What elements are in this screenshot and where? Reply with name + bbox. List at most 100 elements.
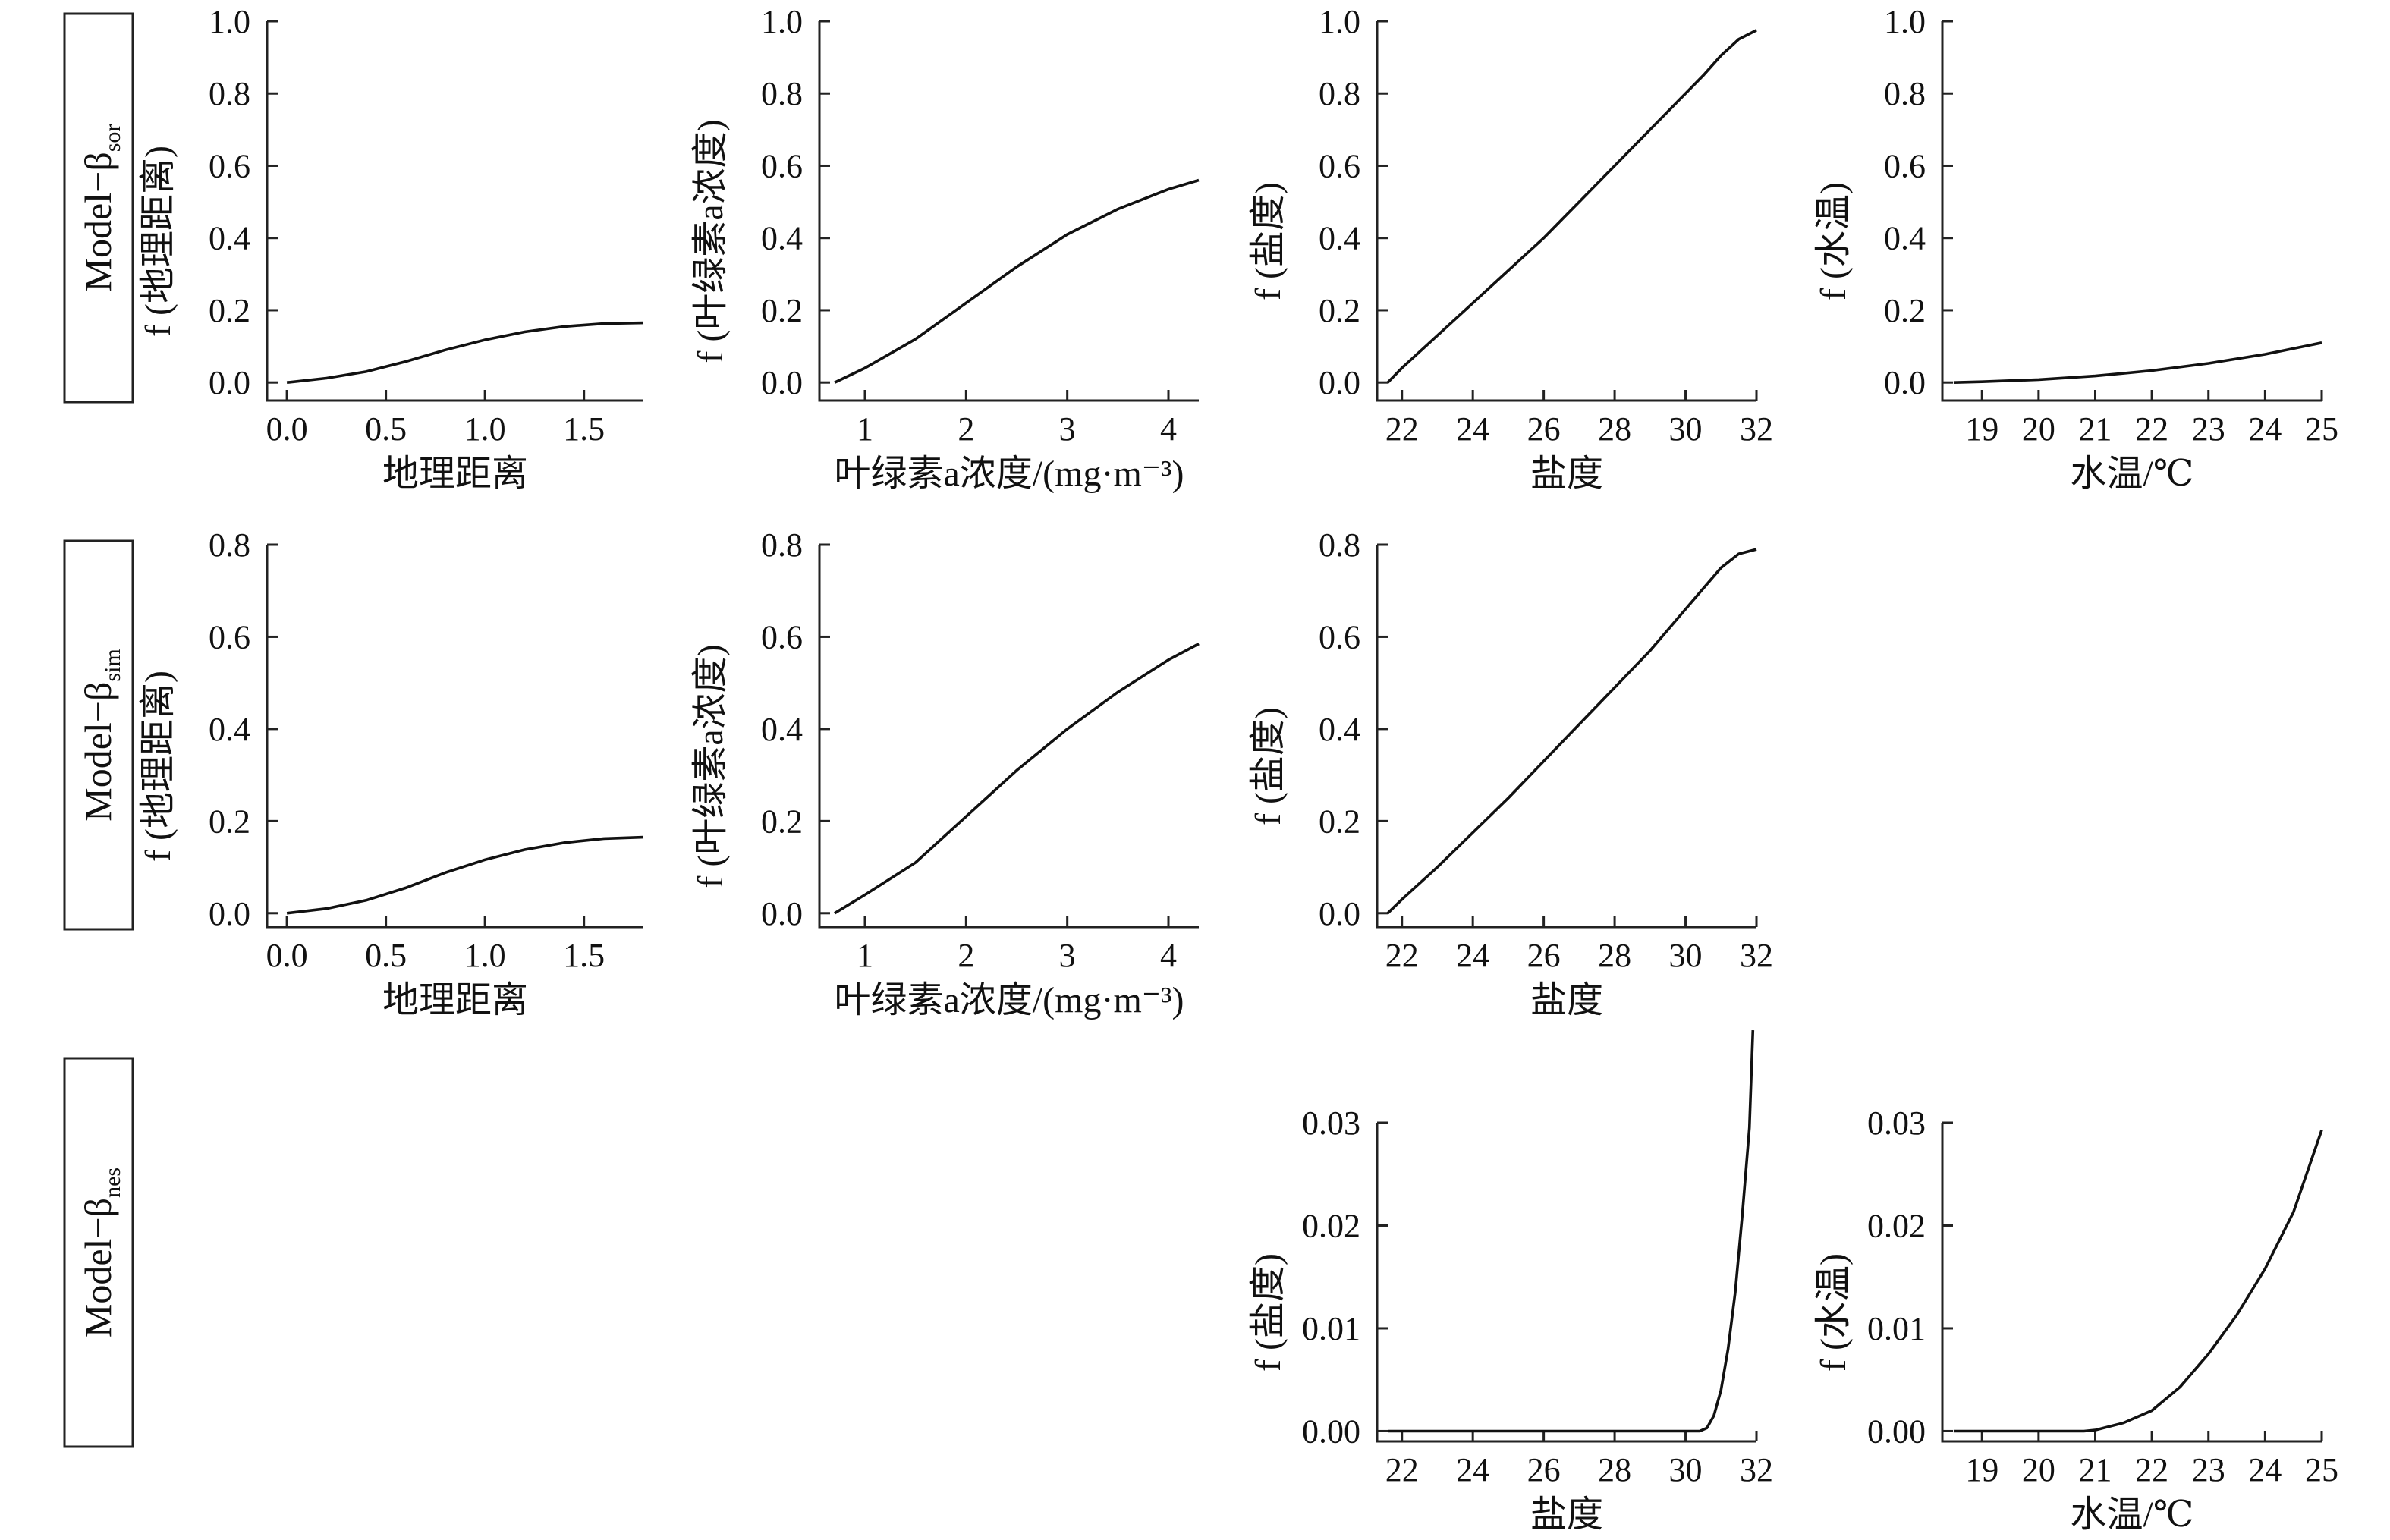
axis-lines (1376, 1123, 1756, 1443)
x-tick-label: 3 (1059, 937, 1076, 974)
y-tick-label: 0.6 (761, 147, 803, 184)
chart-panel: 22 24 26 28 30 32 0.0 0.2 0.4 0.6 0.8 1.0 盐度 f (盐度) (1248, 3, 1773, 494)
y-tick-label: 0.00 (1302, 1413, 1360, 1450)
y-tick-label: 0.8 (209, 526, 250, 564)
y-tick-label: 0.4 (209, 711, 250, 748)
y-axis-label: f (水温) (1813, 1253, 1854, 1372)
x-tick-label: 24 (1456, 1451, 1489, 1488)
y-tick-label: 0.4 (1884, 220, 1926, 257)
row-label-text: Model−βsim (77, 649, 125, 822)
y-tick-label: 0.2 (209, 292, 250, 329)
series-line (834, 178, 1200, 384)
x-tick-label: 22 (2135, 410, 2168, 448)
y-tick-label: 0.8 (761, 526, 803, 564)
y-tick-label: 0.02 (1867, 1207, 1926, 1244)
y-tick-label: 0.6 (761, 618, 803, 655)
row-label-box (63, 12, 134, 404)
y-tick-label: 0.2 (761, 292, 803, 329)
x-tick-label: 23 (2192, 410, 2225, 448)
x-tick-label: 1.5 (563, 410, 605, 448)
x-tick-label: 22 (1385, 937, 1419, 974)
x-tick-label: 28 (1598, 410, 1631, 448)
chart-panel: 0.0 0.5 1.0 1.5 0.0 0.2 0.4 0.6 0.8 1.0 地理距离 f (地理距… (138, 3, 644, 494)
x-tick-label: 24 (1456, 410, 1489, 448)
y-tick-label: 0.8 (1319, 75, 1360, 112)
x-axis-label: 叶绿素a浓度/(mg·m⁻³) (835, 454, 1184, 494)
axis-lines (1376, 21, 1756, 402)
y-tick-label: 0.2 (1884, 292, 1926, 329)
x-axis-label: 盐度 (1530, 454, 1603, 494)
x-tick-label: 0.0 (266, 937, 308, 974)
chart-panel: 22 24 26 28 30 32 0.0 0.2 0.4 0.6 0.8 盐度 f (盐度) (1248, 526, 1773, 1020)
x-axis-label: 地理距离 (382, 980, 528, 1020)
x-tick-label: 32 (1740, 1451, 1773, 1488)
y-tick-label: 0.4 (1319, 220, 1360, 257)
series-line (1953, 1129, 2323, 1433)
y-axis-label: f (叶绿素a浓度) (690, 644, 731, 888)
x-tick-label: 19 (1965, 1451, 1998, 1488)
x-tick-label: 4 (1160, 410, 1177, 448)
series-line (1386, 29, 1757, 384)
x-tick-label: 0.0 (266, 410, 308, 448)
axis-lines (1941, 1123, 2322, 1443)
x-tick-label: 0.5 (365, 937, 407, 974)
x-tick-label: 21 (2078, 1451, 2112, 1488)
y-tick-label: 0.2 (1319, 803, 1360, 840)
chart-panel: 22 24 26 28 30 32 0.00 0.01 0.02 0.03 盐度 f (盐度) (1248, 1030, 1773, 1535)
y-tick-label: 1.0 (209, 3, 250, 40)
y-tick-label: 0.6 (1884, 147, 1926, 184)
x-tick-label: 24 (2248, 1451, 2282, 1488)
axis-lines (818, 21, 1199, 402)
y-tick-label: 0.4 (761, 220, 803, 257)
y-tick-label: 0.0 (209, 895, 250, 932)
chart-panel: 19 20 21 22 23 24 25 0.0 0.2 0.4 0.6 0.8 1.0 水温/℃ f (水… (1813, 3, 2338, 494)
x-tick-label: 26 (1527, 937, 1561, 974)
series-line (286, 835, 644, 915)
row-label-subscript: sor (100, 124, 125, 152)
series-line (286, 321, 644, 384)
y-tick-label: 1.0 (1884, 3, 1926, 40)
y-tick-label: 0.8 (209, 75, 250, 112)
x-tick-label: 22 (1385, 1451, 1419, 1488)
chart-panel: 0.0 0.5 1.0 1.5 0.0 0.2 0.4 0.6 0.8 地理距离 f (地理距离) (138, 526, 644, 1020)
y-tick-label: 0.03 (1302, 1105, 1360, 1142)
chart-panel: 1 2 3 4 0.0 0.2 0.4 0.6 0.8 叶绿素a浓度/(mg·m⁻³) f (叶绿素… (690, 526, 1200, 1020)
y-tick-label: 0.0 (761, 364, 803, 401)
x-tick-label: 25 (2305, 1451, 2338, 1488)
y-tick-label: 0.8 (761, 75, 803, 112)
y-tick-label: 0.03 (1867, 1105, 1926, 1142)
y-axis-label: f (叶绿素a浓度) (690, 119, 731, 363)
series-line (1953, 341, 2322, 384)
x-tick-label: 26 (1527, 1451, 1561, 1488)
x-tick-label: 25 (2305, 410, 2338, 448)
axis-lines (266, 545, 643, 929)
y-tick-label: 0.01 (1302, 1310, 1360, 1347)
x-axis-label: 水温/℃ (2070, 454, 2193, 494)
x-tick-label: 24 (2248, 410, 2282, 448)
series-line (1388, 1030, 1755, 1433)
x-tick-label: 19 (1965, 410, 1998, 448)
chart-panel: 19 20 21 22 23 24 25 0.00 0.01 0.02 0.03 水温/℃ f (水温) (1813, 1105, 2338, 1535)
x-tick-label: 1 (857, 410, 873, 448)
y-tick-label: 0.0 (209, 364, 250, 401)
x-tick-label: 1.0 (464, 937, 506, 974)
y-tick-label: 0.0 (761, 895, 803, 932)
row-label-main: Model−β (77, 682, 119, 822)
chart-panel: 1 2 3 4 0.0 0.2 0.4 0.6 0.8 1.0 叶绿素a浓度/(mg·m⁻³) f (… (690, 3, 1200, 494)
x-axis-label: 水温/℃ (2070, 1494, 2193, 1535)
x-tick-label: 2 (958, 410, 974, 448)
x-tick-label: 28 (1598, 1451, 1631, 1488)
y-tick-label: 0.8 (1884, 75, 1926, 112)
y-axis-label: f (盐度) (1248, 1253, 1288, 1372)
y-axis-label: f (水温) (1813, 182, 1854, 300)
x-tick-label: 22 (2135, 1451, 2168, 1488)
y-tick-label: 0.8 (1319, 526, 1360, 564)
x-tick-label: 1 (857, 937, 873, 974)
row-label-box (63, 539, 134, 931)
x-tick-label: 30 (1669, 937, 1703, 974)
y-tick-label: 0.01 (1867, 1310, 1926, 1347)
x-tick-label: 4 (1160, 937, 1177, 974)
axis-lines (1941, 21, 2322, 402)
y-tick-label: 0.4 (209, 220, 250, 257)
x-tick-label: 22 (1385, 410, 1419, 448)
